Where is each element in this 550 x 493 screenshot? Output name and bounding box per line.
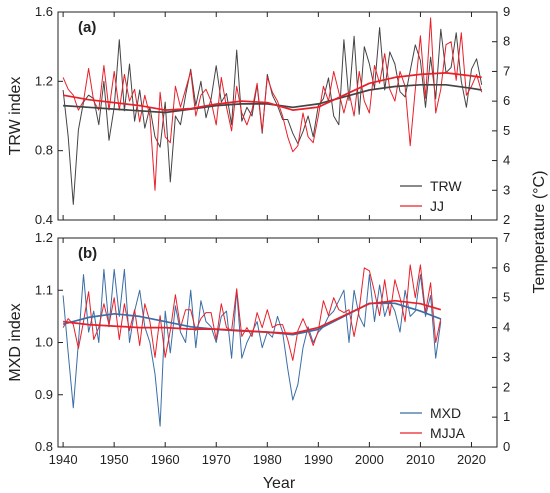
legend-label: JJ: [430, 198, 444, 214]
y-tick-label-right: 2: [503, 379, 510, 394]
y-tick-label-right: 6: [503, 93, 510, 108]
y-tick-label-left: 1.0: [35, 335, 53, 350]
x-tick-label: 1960: [151, 452, 180, 467]
y-tick-label-right: 0: [503, 439, 510, 454]
x-tick-label: 2010: [406, 452, 435, 467]
y-tick-label-right: 3: [503, 182, 510, 197]
y-tick-label-left: 0.8: [35, 439, 53, 454]
y-tick-label-left: 0.4: [35, 212, 53, 227]
x-tick-label: 1940: [49, 452, 78, 467]
y-tick-label-right: 3: [503, 349, 510, 364]
y-tick-label-right: 4: [503, 153, 510, 168]
y-tick-label-left: 1.2: [35, 73, 53, 88]
panel-a: 0.4 0.8 1.2 1.6 2 3 4 5 6 7 8 9 TRW index (a) TRW JJ: [7, 4, 510, 227]
legend-label: MXD: [430, 405, 461, 421]
y-tick-label-right: 6: [503, 260, 510, 275]
y-tick-label-right: 5: [503, 290, 510, 305]
jj-smooth-line: [62, 72, 482, 111]
panel-label: (b): [78, 245, 97, 262]
x-tick-label: 2020: [457, 452, 486, 467]
x-tick-label: 1950: [100, 452, 129, 467]
y-tick-label-right: 7: [503, 63, 510, 78]
legend-label: MJJA: [430, 425, 466, 441]
mjja-raw-line: [62, 264, 442, 361]
y-tick-label-right: 5: [503, 123, 510, 138]
x-tick-label: 1970: [202, 452, 231, 467]
jj-raw-line: [62, 17, 483, 191]
y-axis-label-left: MXD index: [7, 303, 24, 381]
y-tick-label-left: 0.8: [35, 143, 53, 158]
trw-raw-line: [62, 27, 483, 205]
legend-label: TRW: [430, 178, 462, 194]
y-tick-label-right: 9: [503, 4, 510, 19]
y-tick-label-left: 1.6: [35, 4, 53, 19]
y-axis-label-left: TRW index: [7, 77, 24, 156]
y-tick-label-right: 7: [503, 230, 510, 245]
y-tick-label-right: 8: [503, 34, 510, 49]
plot-frame: [57, 11, 498, 221]
y-tick-label-right: 2: [503, 212, 510, 227]
panel-label: (a): [78, 19, 96, 36]
x-tick-label: 1980: [253, 452, 282, 467]
panel-b: 1940 1950 1960 1970 1980 1990 2000 2010 2020 0.8 0…: [7, 230, 510, 467]
right-axis-label: Temperature (°C): [531, 171, 548, 294]
y-tick-label-left: 1.1: [35, 282, 53, 297]
x-tick-label: 1990: [304, 452, 333, 467]
y-tick-label-left: 0.9: [35, 387, 53, 402]
mjja-smooth-line: [63, 299, 442, 335]
x-axis-label: Year: [263, 475, 296, 492]
x-tick-label: 2000: [355, 452, 384, 467]
y-tick-label-left: 1.2: [35, 230, 53, 245]
mxd-raw-line: [62, 268, 442, 427]
y-tick-label-right: 1: [503, 409, 510, 424]
y-tick-label-right: 4: [503, 320, 510, 335]
